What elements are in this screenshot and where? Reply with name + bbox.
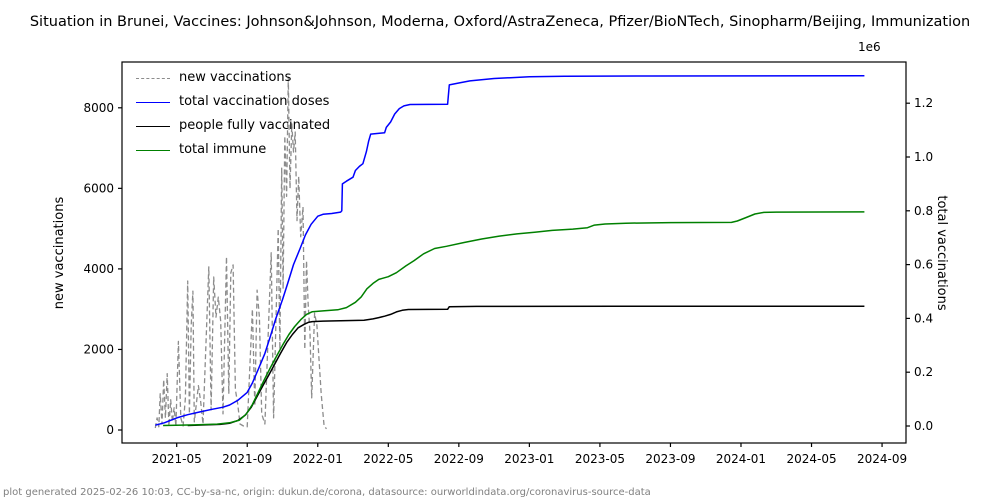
x-tick-label: 2024-01 — [716, 452, 766, 466]
y-right-tick-label: 1.2 — [914, 96, 933, 110]
legend-item-total-vaccination-doses: total vaccination doses — [136, 90, 330, 114]
y-left-tick-label: 2000 — [83, 342, 114, 356]
y-axis-label-left: new vaccinations — [52, 196, 67, 310]
axis-offset-label: 1e6 — [858, 40, 881, 54]
legend-line-dashed-gray — [136, 77, 170, 79]
x-tick-label: 2021-09 — [222, 452, 272, 466]
plot-frame — [121, 61, 907, 444]
legend-label: new vaccinations — [179, 70, 292, 85]
x-tick-label: 2023-09 — [645, 452, 695, 466]
y-right-tick-label: 0.6 — [914, 258, 933, 272]
y-left-tick-label: 8000 — [83, 101, 114, 115]
legend-item-total-immune: total immune — [136, 138, 330, 162]
y-right-tick-label: 0.4 — [914, 311, 933, 325]
x-tick-label: 2023-05 — [575, 452, 625, 466]
legend-label: total vaccination doses — [179, 94, 330, 109]
y-right-tick-label: 0.2 — [914, 365, 933, 379]
legend-item-people-fully-vaccinated: people fully vaccinated — [136, 114, 330, 138]
legend-line-green — [136, 149, 170, 151]
x-tick-label: 2021-05 — [152, 452, 202, 466]
legend-line-black — [136, 125, 170, 127]
legend-label: total immune — [179, 142, 267, 157]
y-right-tick-label: 1.0 — [914, 150, 933, 164]
legend-label: people fully vaccinated — [179, 118, 331, 133]
legend-item-new-vaccinations: new vaccinations — [136, 66, 330, 90]
y-left-tick-label: 6000 — [83, 181, 114, 195]
x-tick-label: 2022-05 — [363, 452, 413, 466]
x-tick-label: 2022-09 — [434, 452, 484, 466]
y-left-tick-label: 0 — [106, 423, 114, 437]
series-new-vaccinations — [154, 77, 327, 430]
legend: new vaccinations total vaccination doses… — [136, 66, 330, 162]
y-axis-label-right: total vaccinations — [934, 195, 949, 311]
series-total-immune — [163, 211, 865, 427]
series-people-fully-vaccinated — [187, 305, 865, 427]
footer-attribution: plot generated 2025-02-26 10:03, CC-by-s… — [3, 487, 651, 498]
y-right-tick-label: 0.0 — [914, 419, 933, 433]
x-tick-label: 2024-09 — [857, 452, 907, 466]
x-tick-label: 2024-05 — [786, 452, 836, 466]
x-tick-label: 2022-01 — [293, 452, 343, 466]
legend-line-blue — [136, 101, 170, 103]
x-tick-label: 2023-01 — [504, 452, 554, 466]
y-right-tick-label: 0.8 — [914, 204, 933, 218]
series-total-vaccination-doses — [155, 75, 865, 426]
chart-title: Situation in Brunei, Vaccines: Johnson&J… — [29, 14, 971, 30]
y-left-tick-label: 4000 — [83, 262, 114, 276]
